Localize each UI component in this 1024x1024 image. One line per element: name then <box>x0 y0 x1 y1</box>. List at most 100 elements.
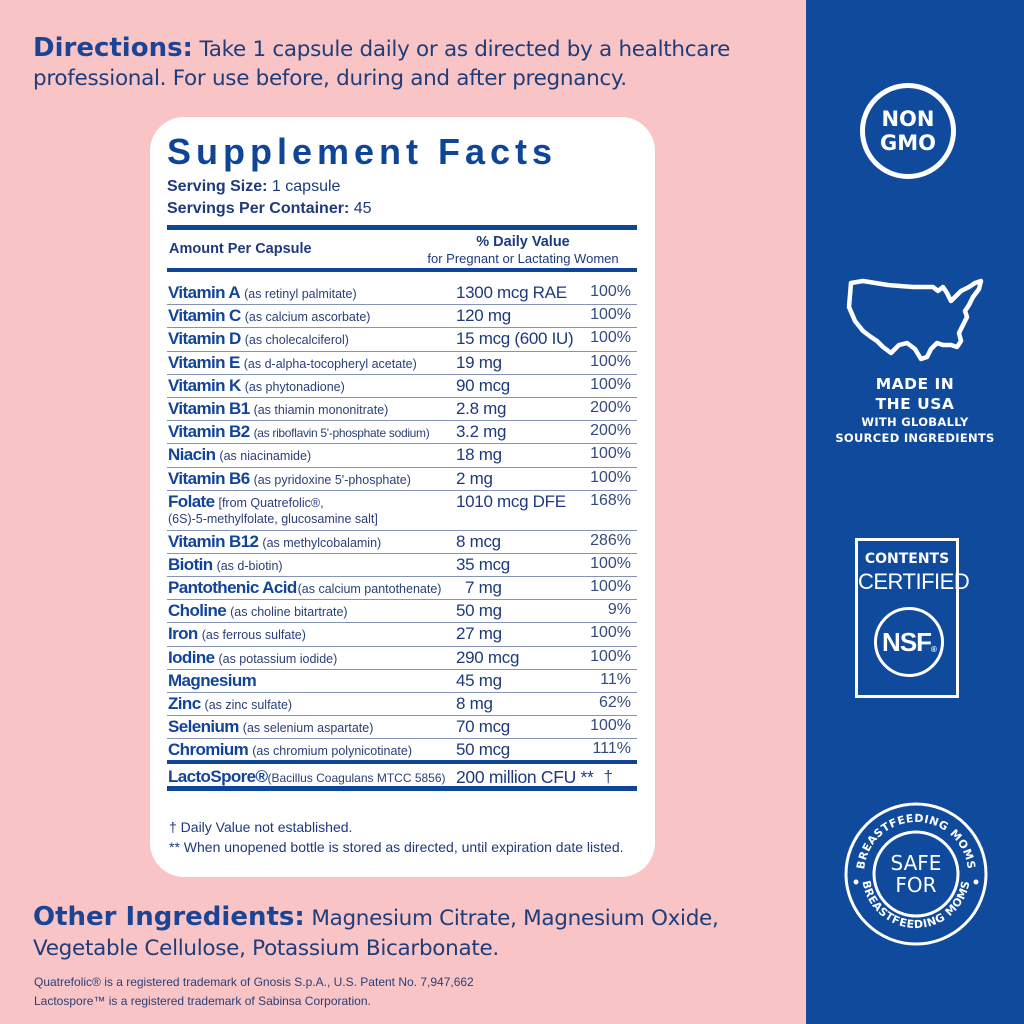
nsf-registered-mark: ® <box>931 644 937 654</box>
svg-text:SAFE: SAFE <box>891 851 942 875</box>
made-in-usa-line-1: MADE IN <box>875 375 955 393</box>
nutrient-source: (as choline bitartrate) <box>230 605 348 620</box>
made-in-usa-line-3: WITH GLOBALLY <box>861 415 969 429</box>
other-ingredients-label: Other Ingredients: <box>33 902 305 932</box>
nutrient-source: (as calcium ascorbate) <box>244 310 371 325</box>
other-ingredients-body: Magnesium Citrate, Magnesium Oxide, Vege… <box>33 906 719 961</box>
table-row: Vitamin E (as d-alpha-tocopheryl acetate)… <box>167 352 637 375</box>
non-gmo-line-2: GMO <box>880 131 936 155</box>
header-dv-sub: for Pregnant or Lactating Women <box>427 251 619 266</box>
nutrient-amount: 3.2 mg <box>456 422 507 442</box>
nutrient-name: Zinc <box>168 694 201 713</box>
nutrient-source: (as d-biotin) <box>216 558 283 573</box>
nutrient-name: Iron <box>168 624 198 644</box>
non-gmo-badge: NON GMO <box>860 83 956 179</box>
breastfeeding-safe-badge: BREASTFEEDING MOMS BREASTFEEDING MOMS SA… <box>844 802 988 946</box>
non-gmo-line-1: NON <box>881 107 935 131</box>
nutrient-amount: 7 mg <box>465 578 502 598</box>
nsf-logo-text: NSF <box>882 626 932 657</box>
footnote-dagger: † Daily Value not established. <box>169 819 353 835</box>
nutrient-name: Vitamin K <box>168 375 241 395</box>
nutrient-name: Vitamin B2 <box>168 422 250 442</box>
nsf-line-1: CONTENTS <box>864 551 950 567</box>
nutrient-amount: 8 mcg <box>456 531 501 551</box>
nutrient-name: Vitamin D <box>168 329 241 349</box>
nutrient-source: (as ferrous sulfate) <box>201 628 306 643</box>
nutrient-name: Niacin <box>168 445 216 465</box>
nutrient-source: (as selenium aspartate) <box>242 721 374 736</box>
table-row: Magnesium 45 mg 11% <box>167 670 637 693</box>
usa-map-icon <box>846 278 984 362</box>
other-ingredients: Other Ingredients: Magnesium Citrate, Ma… <box>33 902 803 964</box>
header-daily-value: % Daily Value for Pregnant or Lactating … <box>408 234 638 266</box>
nutrient-dv: 100% <box>590 468 631 486</box>
directions-body: Take 1 capsule daily or as directed by a… <box>33 37 731 91</box>
table-row: Biotin (as d-biotin) 35 mcg 100% <box>167 554 637 578</box>
nutrient-dv: 62% <box>598 694 631 711</box>
nutrient-amount: 2.8 mg <box>456 398 507 418</box>
table-row: Niacin (as niacinamide) 18 mg 100% <box>167 444 637 468</box>
nutrient-dv: 9% <box>607 601 631 619</box>
table-row: Iron (as ferrous sulfate) 27 mg 100% <box>167 623 637 647</box>
supplement-facts-panel: Supplement Facts Serving Size: 1 capsule… <box>150 117 655 877</box>
nutrient-dv: † <box>603 767 613 787</box>
nutrient-dv: 100% <box>590 717 631 735</box>
nutrient-source: (as potassium iodide) <box>218 651 338 666</box>
nutrient-amount: 90 mcg <box>456 375 510 395</box>
directions-text: Directions: Take 1 capsule daily or as d… <box>33 34 803 93</box>
nutrient-amount: 15 mcg (600 IU) <box>456 329 574 349</box>
table-row: Choline (as choline bitartrate) 50 mg 9% <box>167 600 637 624</box>
nutrient-dv: 111% <box>592 740 631 758</box>
table-row: Vitamin C (as calcium ascorbate) 120 mg 100… <box>167 305 637 329</box>
nutrient-source: (Bacillus Coagulans MTCC 5856) <box>267 771 446 786</box>
nutrient-source: (as phytonadione) <box>244 379 345 394</box>
nutrient-amount: 1010 mcg DFE <box>456 491 566 511</box>
nutrient-source-line2: (6S)-5-methylfolate, glucosamine salt] <box>168 511 378 526</box>
nsf-certified-badge: CONTENTS CERTIFIED NSF ® <box>855 538 970 698</box>
nutrient-dv: 200% <box>590 422 631 440</box>
table-row: Vitamin B2 (as riboflavin 5'-phosphate so… <box>167 421 637 445</box>
divider-bar <box>167 268 637 272</box>
nutrient-dv: 100% <box>590 647 631 665</box>
trademark-lactospore: Lactospore™ is a registered trademark of… <box>34 994 371 1008</box>
table-row: Folate [from Quatrefolic®, (6S)-5-methylfo… <box>167 491 637 531</box>
nutrient-amount: 200 million CFU ** <box>456 767 594 788</box>
nutrient-source: (as methylcobalamin) <box>262 535 382 550</box>
nutrient-dv: 100% <box>590 445 631 463</box>
nutrient-dv: 100% <box>590 578 631 596</box>
nutrient-source: (as calcium pantothenate) <box>297 582 442 597</box>
serving-size-value: 1 capsule <box>267 178 341 195</box>
divider-bar <box>167 225 637 230</box>
nutrient-name: Pantothenic Acid <box>168 578 297 598</box>
nutrient-name: Chromium <box>168 740 249 760</box>
nutrient-amount: 27 mg <box>456 624 502 644</box>
table-row: Pantothenic Acid(as calcium pantothenate… <box>167 577 637 601</box>
nutrient-amount: 290 mcg <box>456 647 520 667</box>
nutrient-dv: 100% <box>590 624 631 642</box>
nutrient-dv: 100% <box>590 329 631 347</box>
nutrient-name: LactoSpore® <box>168 767 268 787</box>
nutrient-amount: 2 mg <box>456 468 493 488</box>
nutrient-amount: 8 mg <box>456 694 493 713</box>
nutrient-source: (as retinyl palmitate) <box>244 287 357 301</box>
nutrient-source: (as zinc sulfate) <box>204 698 293 712</box>
servings-per-container: Servings Per Container: 45 <box>167 200 372 218</box>
nutrient-amount: 50 mcg <box>456 740 510 760</box>
nutrient-source: (as pyridoxine 5'-phosphate) <box>253 472 411 487</box>
nutrient-amount: 35 mcg <box>456 554 510 574</box>
table-row: LactoSpore®(Bacillus Coagulans MTCC 5856… <box>167 764 637 792</box>
servings-per-container-value: 45 <box>349 200 372 217</box>
nutrient-name: Vitamin B6 <box>168 468 250 488</box>
nutrient-name: Biotin <box>168 554 213 574</box>
table-row: Vitamin D (as cholecalciferol) 15 mcg (600… <box>167 328 637 352</box>
table-row: Chromium (as chromium polynicotinate) 50 m… <box>167 739 637 765</box>
nutrient-dv: 200% <box>590 398 631 416</box>
nutrient-name: Magnesium <box>168 670 257 690</box>
nutrient-dv: 100% <box>590 283 631 300</box>
serving-size: Serving Size: 1 capsule <box>167 178 340 196</box>
table-row: Vitamin B12 (as methylcobalamin) 8 mcg 286% <box>167 531 637 554</box>
svg-text:FOR: FOR <box>895 873 936 897</box>
nutrient-name: Selenium <box>168 717 239 737</box>
nutrient-dv: 100% <box>590 375 631 393</box>
nutrient-name: Vitamin E <box>168 352 240 372</box>
